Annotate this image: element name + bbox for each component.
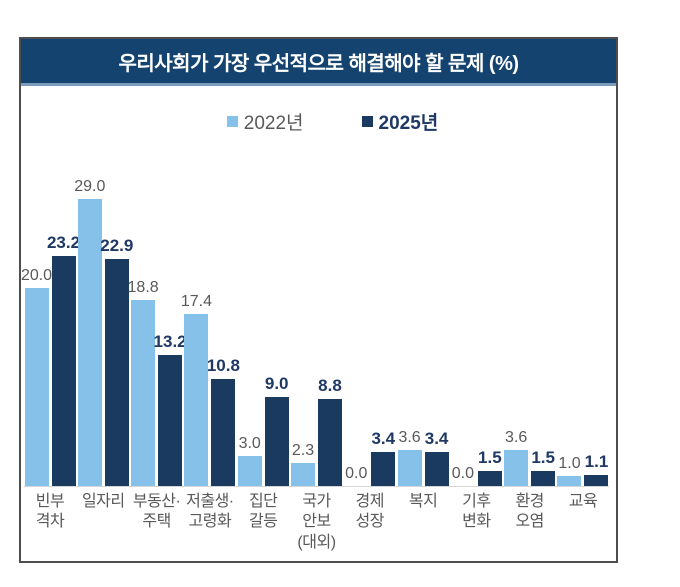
bar-group: 0.0 3.4 <box>344 86 396 486</box>
bar-2025년 <box>264 397 289 486</box>
bar-column-2022년: 20.0 <box>21 267 52 486</box>
value-label-2025년: 10.8 <box>206 356 240 375</box>
value-label-2022년: 2.3 <box>291 442 315 459</box>
bar-column-2025년: 3.4 <box>424 429 449 486</box>
chart-panel: 우리사회가 가장 우선적으로 해결해야 할 문제 (%) 2022년 2025년… <box>19 37 618 563</box>
plot-area: 20.0 23.2 29.0 22.9 18.8 13.2 17.4 10.8 3.0 9.0 2.… <box>21 86 609 487</box>
legend-label-2022: 2022년 <box>243 113 304 134</box>
bar-column-2025년: 1.5 <box>531 448 556 486</box>
legend-label-2025: 2025년 <box>378 113 439 134</box>
category-label: 복지 <box>408 493 438 510</box>
value-label-2022년: 29.0 <box>74 178 106 195</box>
bar-column-2025년: 9.0 <box>264 374 289 486</box>
bar-2022년 <box>290 463 315 486</box>
value-label-2025년: 22.9 <box>100 236 134 255</box>
bar-column-2025년: 23.2 <box>47 233 80 486</box>
category-label: 일자리 <box>81 493 125 510</box>
legend-swatch-2022-icon <box>226 116 238 127</box>
bar-2025년 <box>51 256 76 486</box>
legend: 2022년 2025년 <box>35 108 630 135</box>
category-label: 저출생· 고령화 <box>186 493 234 531</box>
value-label-2022년: 17.4 <box>180 293 212 310</box>
bar-2022년 <box>77 199 102 486</box>
bar-column-2025년: 3.4 <box>371 429 396 486</box>
bar-2022년 <box>237 456 262 486</box>
value-label-2025년: 1.5 <box>531 448 555 467</box>
bar-column-2022년: 2.3 <box>290 442 315 486</box>
bar-group: 2.3 8.8 <box>290 86 342 486</box>
category-label: 국가 안보 (대외) <box>297 493 336 551</box>
bar-group: 3.6 3.4 <box>397 86 449 486</box>
bar-2025년 <box>371 452 396 486</box>
value-label-2022년: 0.0 <box>451 465 474 482</box>
chart-title-bar: 우리사회가 가장 우선적으로 해결해야 할 문제 (%) <box>21 39 616 86</box>
value-label-2025년: 23.2 <box>46 233 81 252</box>
legend-swatch-2025-icon <box>361 116 373 127</box>
value-label-2022년: 1.0 <box>558 455 581 472</box>
bar-2025년 <box>317 399 342 486</box>
value-label-2022년: 18.8 <box>127 279 159 296</box>
value-label-2022년: 20.0 <box>20 267 53 284</box>
bar-column-2022년: 3.0 <box>237 435 262 486</box>
bar-column-2025년: 13.2 <box>154 332 187 486</box>
bar-column-2025년: 10.8 <box>207 356 240 486</box>
bar-2025년 <box>531 471 556 486</box>
value-label-2025년: 3.4 <box>371 429 396 448</box>
bar-group: 18.8 13.2 <box>128 86 187 486</box>
category-label: 집단 갈등 <box>248 493 278 531</box>
value-label-2022년: 3.6 <box>398 429 421 446</box>
chart-area: 2022년 2025년 20.0 23.2 29.0 22.9 18.8 13.2 17.4… <box>21 86 616 557</box>
bar-2025년 <box>104 259 129 486</box>
value-label-2025년: 3.4 <box>424 429 449 448</box>
bar-2022년 <box>504 450 529 486</box>
bar-column-2025년: 8.8 <box>317 376 342 486</box>
value-label-2022년: 3.0 <box>238 435 261 452</box>
bar-column-2022년: 3.6 <box>504 429 529 486</box>
value-label-2025년: 1.1 <box>584 452 609 471</box>
value-label-2025년: 1.5 <box>478 448 502 467</box>
category-label: 빈부 격차 <box>35 493 65 531</box>
bar-column-2022년: 0.0 <box>344 465 368 486</box>
bar-column-2022년: 0.0 <box>451 465 475 486</box>
bar-2022년 <box>24 288 49 486</box>
chart-title: 우리사회가 가장 우선적으로 해결해야 할 문제 (%) <box>118 52 519 75</box>
value-label-2025년: 8.8 <box>318 376 342 395</box>
bar-group: 17.4 10.8 <box>181 86 240 486</box>
bar-2025년 <box>211 379 236 486</box>
bar-column-2022년: 18.8 <box>128 279 159 486</box>
bar-column-2025년: 1.5 <box>477 448 502 486</box>
value-label-2025년: 13.2 <box>153 332 187 351</box>
bar-2022년 <box>397 450 422 486</box>
category-label: 교육 <box>568 493 598 510</box>
category-label: 환경 오염 <box>515 493 544 531</box>
legend-item-2022: 2022년 <box>226 108 304 135</box>
bar-column-2025년: 1.1 <box>584 452 609 486</box>
category-axis: 빈부 격차 일자리 부동산· 주택 저출생· 고령화 집단 갈등 국가 안보 (대외) 경제 성장 복지 기후… <box>24 492 609 553</box>
bar-group: 29.0 22.9 <box>74 86 133 486</box>
value-label-2022년: 3.6 <box>505 429 528 446</box>
bar-column-2022년: 17.4 <box>181 293 212 486</box>
bar-column-2022년: 3.6 <box>397 429 422 486</box>
bar-group: 3.0 9.0 <box>237 86 289 486</box>
legend-item-2025: 2025년 <box>361 108 439 135</box>
bar-group: 3.6 1.5 <box>504 86 556 486</box>
category-label: 기후 변화 <box>462 493 491 531</box>
bar-column-2022년: 1.0 <box>557 455 582 486</box>
bar-2022년 <box>131 300 156 486</box>
bar-2025년 <box>424 452 449 486</box>
bar-2022년 <box>184 314 209 486</box>
value-label-2022년: 0.0 <box>345 465 368 482</box>
bar-2025년 <box>158 355 183 486</box>
bar-group: 20.0 23.2 <box>21 86 80 486</box>
bar-column-2022년: 29.0 <box>74 178 105 486</box>
category-label: 경제 성장 <box>355 493 385 531</box>
bar-column-2025년: 22.9 <box>100 236 133 486</box>
value-label-2025년: 9.0 <box>264 374 289 393</box>
bar-2022년 <box>557 476 582 486</box>
bar-group: 0.0 1.5 <box>450 86 502 486</box>
category-label: 부동산· 주택 <box>132 493 181 531</box>
bar-2025년 <box>584 475 609 486</box>
bar-2025년 <box>477 471 502 486</box>
bar-group: 1.0 1.1 <box>557 86 609 486</box>
